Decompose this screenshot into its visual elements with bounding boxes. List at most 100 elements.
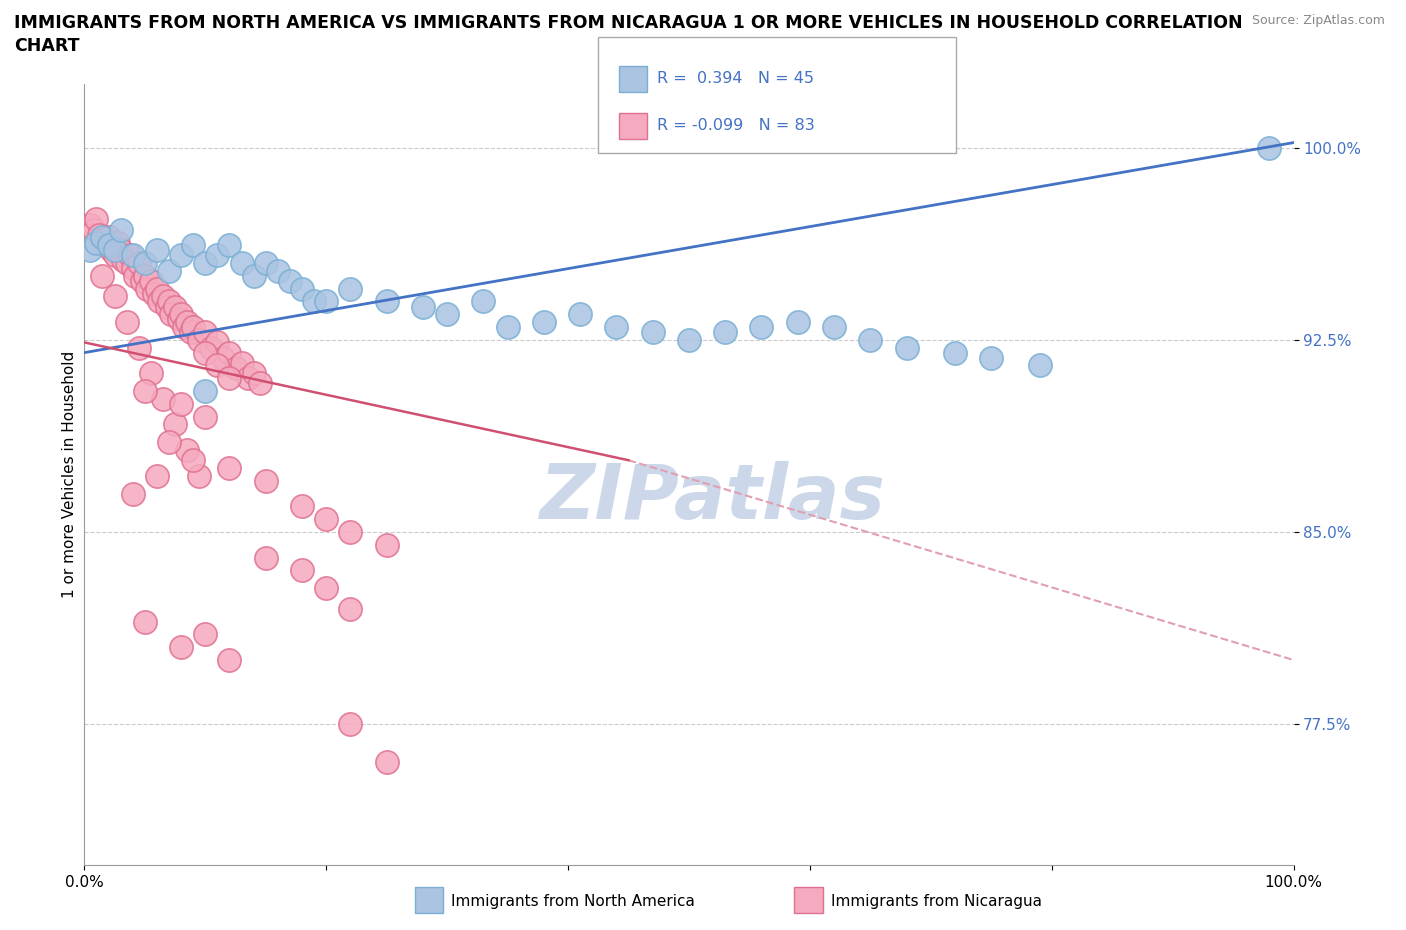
Point xyxy=(200,340,222,355)
Point xyxy=(86,212,108,227)
Point xyxy=(751,320,773,335)
Text: ZIPatlas: ZIPatlas xyxy=(540,460,886,535)
Point xyxy=(218,345,240,360)
Point xyxy=(375,294,398,309)
Point xyxy=(170,640,193,655)
Text: Immigrants from Nicaragua: Immigrants from Nicaragua xyxy=(831,894,1042,909)
Point xyxy=(786,314,808,329)
Point xyxy=(249,376,271,391)
Point xyxy=(375,755,398,770)
Point xyxy=(139,365,162,380)
Point xyxy=(134,269,156,284)
Point xyxy=(79,243,101,258)
Point xyxy=(605,320,627,335)
Point xyxy=(143,286,166,301)
Point xyxy=(134,383,156,398)
Point xyxy=(236,371,259,386)
Point xyxy=(207,358,229,373)
Point xyxy=(339,525,361,539)
Point xyxy=(146,281,169,296)
Point xyxy=(569,307,592,322)
Point xyxy=(155,299,177,314)
Point xyxy=(496,320,519,335)
Point xyxy=(83,222,105,237)
Point xyxy=(1028,358,1050,373)
Point xyxy=(181,320,204,335)
Point xyxy=(110,243,132,258)
Point xyxy=(134,256,156,271)
Point xyxy=(339,717,361,732)
Text: R =  0.394   N = 45: R = 0.394 N = 45 xyxy=(657,72,814,86)
Point xyxy=(533,314,555,329)
Point xyxy=(128,256,150,271)
Point xyxy=(980,351,1002,365)
Point xyxy=(97,230,120,245)
Point xyxy=(148,294,170,309)
Point xyxy=(218,653,240,668)
Point xyxy=(194,383,217,398)
Point xyxy=(165,417,187,432)
Point xyxy=(160,307,183,322)
Text: CHART: CHART xyxy=(14,37,80,55)
Text: R = -0.099   N = 83: R = -0.099 N = 83 xyxy=(657,118,814,133)
Point xyxy=(104,243,127,258)
Point xyxy=(207,248,229,263)
Point xyxy=(291,498,314,513)
Point xyxy=(181,238,204,253)
Point xyxy=(943,345,966,360)
Point xyxy=(176,443,198,458)
Point xyxy=(146,468,169,483)
Point xyxy=(194,627,217,642)
Point xyxy=(641,325,664,339)
Point xyxy=(181,453,204,468)
Point xyxy=(152,289,174,304)
Point xyxy=(100,243,122,258)
Point xyxy=(87,227,110,242)
Point xyxy=(212,351,235,365)
Point xyxy=(146,243,169,258)
Point xyxy=(157,435,180,450)
Point xyxy=(375,538,398,552)
Point xyxy=(97,238,120,253)
Point xyxy=(218,238,240,253)
Point xyxy=(823,320,845,335)
Point xyxy=(254,473,277,488)
Point xyxy=(218,460,240,475)
Point xyxy=(678,332,700,347)
Point xyxy=(157,294,180,309)
Point xyxy=(291,281,314,296)
Point xyxy=(136,281,159,296)
Point xyxy=(278,273,301,288)
Point xyxy=(254,256,277,271)
Point xyxy=(339,602,361,617)
Point xyxy=(173,320,195,335)
Point xyxy=(112,253,135,268)
Point xyxy=(134,614,156,629)
Point xyxy=(315,581,337,596)
Point xyxy=(267,263,290,278)
Point xyxy=(121,260,143,275)
Point xyxy=(896,340,918,355)
Point xyxy=(412,299,434,314)
Point xyxy=(115,314,138,329)
Point xyxy=(91,230,114,245)
Point xyxy=(188,468,211,483)
Point xyxy=(194,256,217,271)
Point xyxy=(180,325,202,339)
Point xyxy=(315,294,337,309)
Point xyxy=(124,269,146,284)
Point xyxy=(225,361,247,376)
Point xyxy=(859,332,882,347)
Y-axis label: 1 or more Vehicles in Household: 1 or more Vehicles in Household xyxy=(62,351,77,598)
Point xyxy=(157,263,180,278)
Point xyxy=(120,248,142,263)
Point xyxy=(115,256,138,271)
Point xyxy=(714,325,737,339)
Point xyxy=(188,332,211,347)
Point xyxy=(302,294,325,309)
Point xyxy=(121,248,143,263)
Point xyxy=(176,314,198,329)
Point xyxy=(94,238,117,253)
Point xyxy=(104,289,127,304)
Point xyxy=(339,281,361,296)
